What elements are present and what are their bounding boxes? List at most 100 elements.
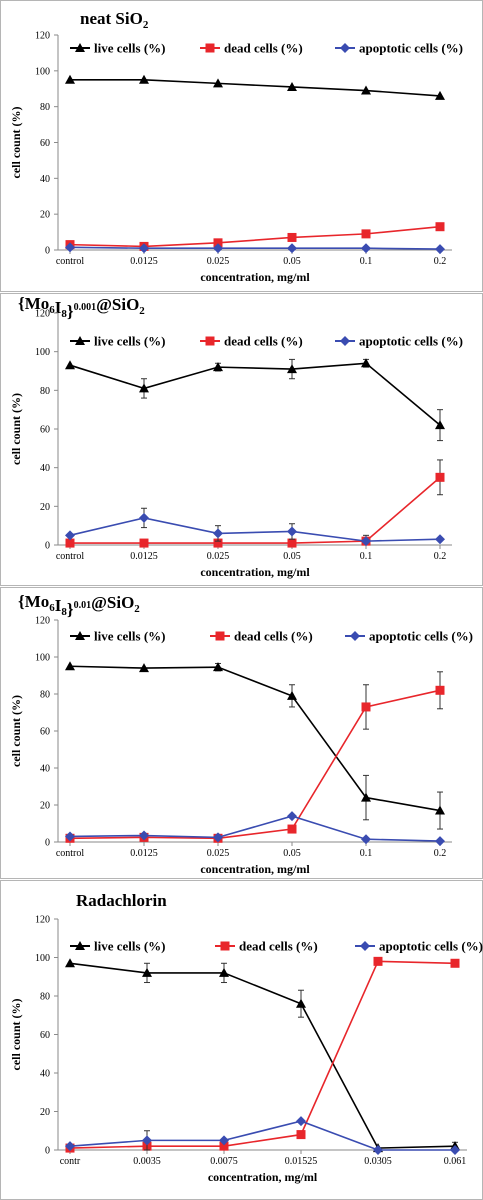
chart-panel-2: {Mo6I8}0.001@SiO2 0 20 40 60 80 100 120 control 0… (0, 293, 483, 586)
y-tick-label: 80 (40, 102, 50, 113)
series-diamond (65, 811, 445, 847)
y-tick-label: 40 (40, 764, 50, 775)
data-point (435, 534, 445, 545)
x-axis-label: concentration, mg/ml (208, 1170, 318, 1184)
x-tick-label: 0.0125 (130, 848, 158, 859)
data-point (65, 538, 75, 548)
data-point (142, 1135, 152, 1146)
data-point (287, 538, 297, 548)
legend-label: apoptotic cells (%) (369, 629, 473, 644)
legend: live cells (%) dead cells (%) apoptotic ce… (70, 334, 463, 349)
data-point (65, 74, 75, 84)
data-point (65, 360, 75, 370)
y-tick-label: 80 (40, 992, 50, 1003)
x-tick-label: 0.2 (434, 256, 447, 267)
data-point (435, 90, 445, 100)
legend-marker (340, 43, 350, 53)
x-tick-label: 0.05 (283, 256, 301, 267)
series-line (69, 1120, 455, 1151)
chart-title: {Mo6I8}0.001@SiO2 (18, 294, 145, 321)
series-line (69, 962, 456, 1149)
data-point (139, 830, 149, 841)
x-tick-label: 0.0125 (130, 256, 158, 267)
y-tick-label: 0 (45, 838, 50, 849)
x-tick-label: 0.0035 (133, 1156, 161, 1167)
series-line (69, 960, 456, 1149)
legend-label: dead cells (%) (239, 939, 318, 954)
data-point (213, 538, 223, 548)
data-point (65, 530, 75, 541)
x-tick-label: 0.025 (207, 848, 230, 859)
x-tick-label: 0.05 (283, 551, 301, 562)
chart-panel-3: {Mo6I8}0.01@SiO2 0 20 40 60 80 100 120 control 0.… (0, 587, 483, 879)
y-tick-label: 100 (35, 347, 50, 358)
data-point (296, 998, 306, 1008)
data-point (287, 243, 297, 254)
legend-marker (340, 336, 350, 346)
y-axis-label: cell count (%) (9, 999, 23, 1071)
data-point (450, 958, 460, 968)
series-line (69, 665, 441, 812)
y-axis-label: cell count (%) (9, 695, 23, 767)
legend-marker (205, 336, 215, 346)
data-point (435, 222, 445, 232)
data-point (65, 958, 75, 968)
x-tick-label: 0.2 (434, 848, 447, 859)
data-point (361, 536, 371, 547)
x-tick-label: 0.1 (360, 256, 373, 267)
x-axis-label: concentration, mg/ml (200, 565, 310, 579)
chart-title: {Mo6I8}0.01@SiO2 (18, 592, 140, 619)
legend-marker (75, 43, 85, 52)
panel-frame (0, 880, 483, 1200)
data-point (435, 805, 445, 815)
x-axis-label: concentration, mg/ml (200, 862, 310, 876)
legend-marker (75, 941, 85, 950)
data-point (213, 528, 223, 539)
data-point (213, 238, 223, 248)
x-tick-label: 0.01525 (285, 1156, 318, 1167)
series-line (69, 246, 441, 250)
data-point (373, 1145, 383, 1155)
legend-marker (350, 631, 360, 641)
legend-label: dead cells (%) (224, 334, 303, 349)
data-point (361, 85, 371, 95)
data-point (361, 358, 371, 368)
y-tick-label: 60 (40, 727, 50, 738)
x-tick-label: control (56, 551, 85, 562)
y-tick-label: 100 (35, 653, 50, 664)
data-point (139, 74, 149, 84)
data-point (65, 1141, 75, 1152)
chart-panel-1: neat SiO2 0 20 40 60 80 100 120 control 0.0125 0.0… (0, 0, 483, 292)
series-line (69, 225, 441, 248)
y-tick-label: 100 (35, 66, 50, 77)
legend-marker (360, 941, 370, 951)
data-point (213, 832, 223, 843)
x-tick-label: 0.05 (283, 848, 301, 859)
x-tick-label: control (56, 256, 85, 267)
data-point (213, 78, 223, 88)
data-point (139, 243, 149, 254)
y-tick-label: 20 (40, 502, 50, 513)
y-tick-label: 60 (40, 425, 50, 436)
data-point (139, 383, 149, 393)
data-point (373, 956, 383, 966)
series-triangle (65, 74, 445, 100)
legend-label: dead cells (%) (224, 41, 303, 56)
series-triangle (65, 661, 445, 830)
x-tick-label: contr (60, 1156, 81, 1167)
y-tick-label: 120 (35, 309, 50, 320)
series-line (69, 815, 441, 842)
data-point (142, 967, 152, 977)
series-line (69, 517, 441, 542)
legend-label: apoptotic cells (%) (379, 939, 483, 954)
data-point (287, 81, 297, 91)
legend-label: live cells (%) (94, 629, 165, 644)
y-tick-label: 80 (40, 386, 50, 397)
data-point (287, 364, 297, 374)
series-line (69, 362, 441, 426)
legend-label: live cells (%) (94, 334, 165, 349)
data-point (213, 243, 223, 254)
chart-title: Radachlorin (76, 891, 167, 910)
legend-label: apoptotic cells (%) (359, 41, 463, 56)
legend-label: live cells (%) (94, 939, 165, 954)
